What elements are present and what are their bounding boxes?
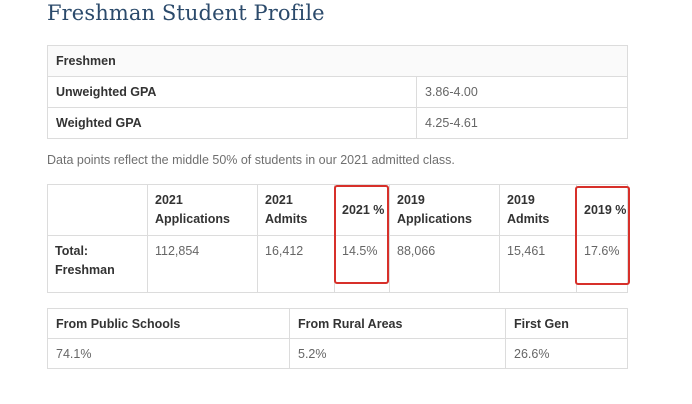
header-first-gen: First Gen [505,308,628,339]
table-row: Total: Freshman 112,854 16,412 14.5% 88,… [47,235,628,293]
gpa-label-unweighted: Unweighted GPA [47,76,417,108]
header-2019-percent: 2019 % [576,184,628,236]
highlight-box-2021-percent [334,185,389,284]
header-2019-admits: 2019 Admits [499,184,577,236]
table-row: 74.1% 5.2% 26.6% [47,338,628,369]
table-row: Weighted GPA 4.25-4.61 [47,107,628,139]
header-public-schools: From Public Schools [47,308,290,339]
gpa-table: Freshmen Unweighted GPA 3.86-4.00 Weight… [47,45,628,139]
gpa-table-header: Freshmen [47,45,628,77]
header-rural-areas: From Rural Areas [289,308,506,339]
highlight-box-2019-percent [575,186,630,285]
page-title: Freshman Student Profile [47,1,325,25]
value-2021-applications: 112,854 [147,235,258,293]
table-row: From Public Schools From Rural Areas Fir… [47,308,628,339]
gpa-value-unweighted: 3.86-4.00 [416,76,628,108]
header-2021-applications: 2021 Applications [147,184,258,236]
header-2019-applications: 2019 Applications [389,184,500,236]
data-note: Data points reflect the middle 50% of st… [47,153,455,167]
header-2021-admits: 2021 Admits [257,184,335,236]
table-row: Unweighted GPA 3.86-4.00 [47,76,628,108]
value-2019-applications: 88,066 [389,235,500,293]
value-2019-admits: 15,461 [499,235,577,293]
value-2021-admits: 16,412 [257,235,335,293]
header-2021-percent: 2021 % [334,184,390,236]
demographics-table: From Public Schools From Rural Areas Fir… [47,308,628,369]
row-label-total-freshman: Total: Freshman [47,235,148,293]
value-first-gen: 26.6% [505,338,628,369]
value-rural-areas: 5.2% [289,338,506,369]
table-row: Freshmen [47,45,628,77]
gpa-value-weighted: 4.25-4.61 [416,107,628,139]
admissions-corner-cell [47,184,148,236]
value-public-schools: 74.1% [47,338,290,369]
gpa-label-weighted: Weighted GPA [47,107,417,139]
